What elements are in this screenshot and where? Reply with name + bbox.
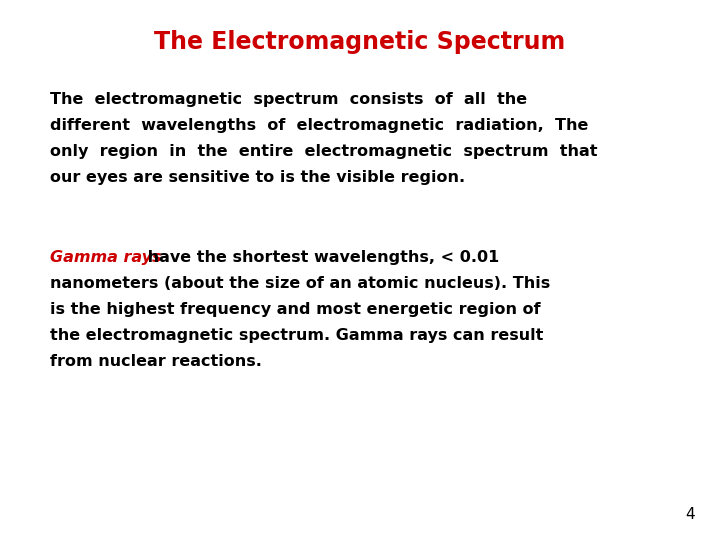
Text: The Electromagnetic Spectrum: The Electromagnetic Spectrum	[154, 30, 566, 54]
Text: have the shortest wavelengths, < 0.01: have the shortest wavelengths, < 0.01	[142, 250, 499, 265]
Text: The  electromagnetic  spectrum  consists  of  all  the: The electromagnetic spectrum consists of…	[50, 92, 527, 107]
Text: the electromagnetic spectrum. Gamma rays can result: the electromagnetic spectrum. Gamma rays…	[50, 328, 544, 343]
Text: Gamma rays: Gamma rays	[50, 250, 161, 265]
Text: from nuclear reactions.: from nuclear reactions.	[50, 354, 262, 369]
Text: our eyes are sensitive to is the visible region.: our eyes are sensitive to is the visible…	[50, 170, 465, 185]
Text: 4: 4	[685, 507, 695, 522]
Text: is the highest frequency and most energetic region of: is the highest frequency and most energe…	[50, 302, 541, 317]
Text: nanometers (about the size of an atomic nucleus). This: nanometers (about the size of an atomic …	[50, 276, 550, 291]
Text: different  wavelengths  of  electromagnetic  radiation,  The: different wavelengths of electromagnetic…	[50, 118, 588, 133]
Text: only  region  in  the  entire  electromagnetic  spectrum  that: only region in the entire electromagneti…	[50, 144, 598, 159]
